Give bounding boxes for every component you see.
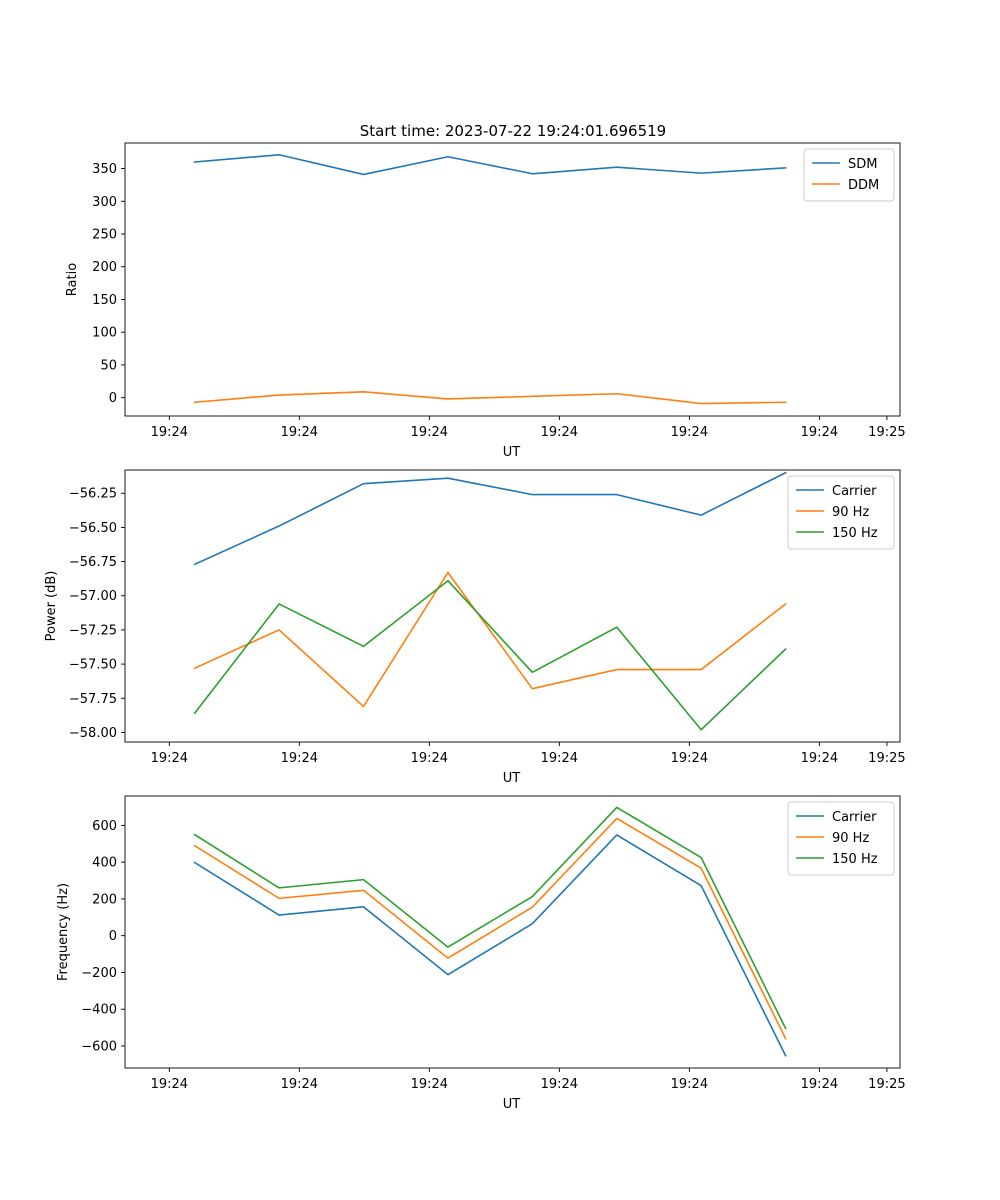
y-tick-label: −200	[81, 966, 117, 981]
x-tick-label: 19:24	[541, 1077, 578, 1092]
legend-label: SDM	[848, 157, 877, 172]
series-line-150-hz	[193, 806, 787, 1030]
x-tick-label: 19:24	[411, 751, 448, 766]
legend-label: DDM	[848, 178, 879, 193]
legend-label: 150 Hz	[832, 526, 878, 541]
x-axis-label: UT	[503, 1097, 521, 1112]
y-tick-label: −56.25	[69, 487, 117, 502]
y-tick-label: −57.50	[69, 658, 117, 673]
legend: Carrier 90 Hz 150 Hz	[787, 801, 895, 876]
x-tick-label: 19:24	[151, 425, 188, 440]
y-tick-label: −57.75	[69, 692, 117, 707]
subplot-3: 19:24 19:24 19:24 19:24 19:24 19:24 19:25 UT −60…	[56, 795, 906, 1112]
y-tick-label: 250	[92, 228, 117, 243]
y-tick-label: 150	[92, 293, 117, 308]
legend-box	[787, 801, 895, 876]
y-tick-label: −58.00	[69, 726, 117, 741]
legend-label: 90 Hz	[832, 831, 869, 846]
x-axis-label: UT	[503, 771, 521, 786]
x-tick-label: 19:24	[671, 751, 708, 766]
subplot-2: 19:24 19:24 19:24 19:24 19:24 19:24 19:25 UT −58…	[44, 469, 906, 786]
y-axis-label: Power (dB)	[44, 571, 59, 642]
legend: Carrier 90 Hz 150 Hz	[787, 475, 895, 550]
y-axis-label: Frequency (Hz)	[56, 883, 71, 981]
x-tick-label: 19:24	[281, 425, 318, 440]
x-tick-label: 19:25	[868, 1077, 905, 1092]
x-tick-label: 19:24	[541, 751, 578, 766]
legend-label: 90 Hz	[832, 505, 869, 520]
series-line-ddm	[193, 390, 787, 405]
legend-label: 150 Hz	[832, 852, 878, 867]
series-line-carrier	[193, 834, 787, 1057]
y-tick-label: 350	[92, 162, 117, 177]
y-tick-label: 600	[92, 819, 117, 834]
y-tick-label: 50	[100, 358, 117, 373]
x-tick-label: 19:24	[411, 425, 448, 440]
y-tick-label: 400	[92, 856, 117, 871]
x-tick-label: 19:24	[671, 1077, 708, 1092]
legend: SDM DDM	[803, 148, 895, 202]
series-line-90-hz	[193, 817, 787, 1040]
figure-title: Start time: 2023-07-22 19:24:01.696519	[360, 122, 666, 140]
legend-box	[787, 475, 895, 550]
legend-label: Carrier	[832, 810, 877, 825]
y-tick-label: 200	[92, 260, 117, 275]
series-line-90-hz	[193, 571, 787, 708]
y-tick-label: −56.75	[69, 555, 117, 570]
legend-box	[803, 148, 895, 202]
x-tick-label: 19:25	[868, 751, 905, 766]
series-line-150-hz	[193, 579, 787, 731]
plot-frame	[124, 795, 901, 1069]
y-tick-label: −600	[81, 1039, 117, 1054]
y-tick-label: 0	[109, 929, 117, 944]
y-tick-label: −57.25	[69, 623, 117, 638]
plot-frame	[124, 469, 901, 743]
x-axis-label: UT	[503, 445, 521, 460]
y-tick-label: −56.50	[69, 521, 117, 536]
series-line-carrier	[193, 471, 787, 566]
x-tick-label: 19:24	[281, 1077, 318, 1092]
x-tick-label: 19:24	[671, 425, 708, 440]
y-tick-label: 300	[92, 195, 117, 210]
y-tick-label: 0	[109, 391, 117, 406]
subplot-1: 19:24 19:24 19:24 19:24 19:24 19:24 19:25 UT 0 50…	[65, 142, 906, 460]
plot-frame	[124, 142, 901, 417]
x-tick-label: 19:24	[411, 1077, 448, 1092]
x-tick-label: 19:24	[801, 1077, 838, 1092]
x-tick-label: 19:24	[801, 425, 838, 440]
x-tick-label: 19:24	[281, 751, 318, 766]
y-axis-label: Ratio	[65, 263, 80, 296]
series-line-sdm	[193, 153, 787, 176]
subplots: 19:24 19:24 19:24 19:24 19:24 19:24 19:25 UT 0 50…	[44, 142, 906, 1112]
x-tick-label: 19:25	[868, 425, 905, 440]
x-tick-label: 19:24	[151, 751, 188, 766]
legend-label: Carrier	[832, 484, 877, 499]
y-tick-label: 100	[92, 326, 117, 341]
y-tick-label: −400	[81, 1003, 117, 1018]
x-tick-label: 19:24	[541, 425, 578, 440]
x-tick-label: 19:24	[151, 1077, 188, 1092]
x-tick-label: 19:24	[801, 751, 838, 766]
y-tick-label: 200	[92, 892, 117, 907]
y-tick-label: −57.00	[69, 589, 117, 604]
